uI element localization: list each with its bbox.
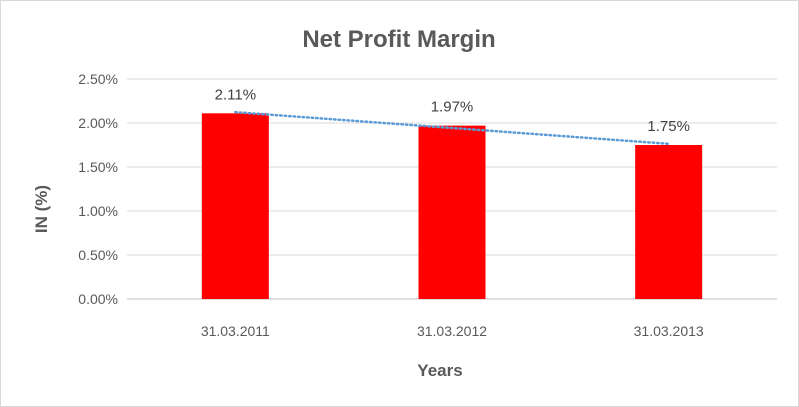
y-tick-label: 1.00% xyxy=(78,203,118,219)
y-tick-label: 2.50% xyxy=(78,71,118,87)
y-tick-label: 0.50% xyxy=(78,247,118,263)
y-tick-label: 2.00% xyxy=(78,115,118,131)
bar xyxy=(418,125,486,299)
x-axis-ticks: 31.03.2011 31.03.2012 31.03.2013 xyxy=(201,323,704,339)
x-tick-label: 31.03.2013 xyxy=(634,323,704,339)
bar xyxy=(635,145,703,299)
data-labels: 2.11% 1.97% 1.75% xyxy=(215,86,690,135)
x-tick-label: 31.03.2011 xyxy=(201,323,270,339)
x-axis-title: Years xyxy=(417,361,462,380)
y-axis-ticks: 0.00% 0.50% 1.00% 1.50% 2.00% 2.50% xyxy=(78,71,118,307)
data-label: 1.75% xyxy=(647,118,690,135)
trendline-line xyxy=(234,110,670,146)
y-tick-label: 0.00% xyxy=(78,291,118,307)
data-label: 2.11% xyxy=(215,86,256,103)
y-tick-label: 1.50% xyxy=(78,159,118,175)
trendline xyxy=(234,110,670,146)
data-label: 1.97% xyxy=(431,99,474,116)
chart-title: Net Profit Margin xyxy=(302,26,495,53)
x-tick-label: 31.03.2012 xyxy=(417,323,487,339)
bars xyxy=(201,113,703,299)
y-axis-title: IN (%) xyxy=(32,185,51,233)
bar xyxy=(201,113,269,299)
